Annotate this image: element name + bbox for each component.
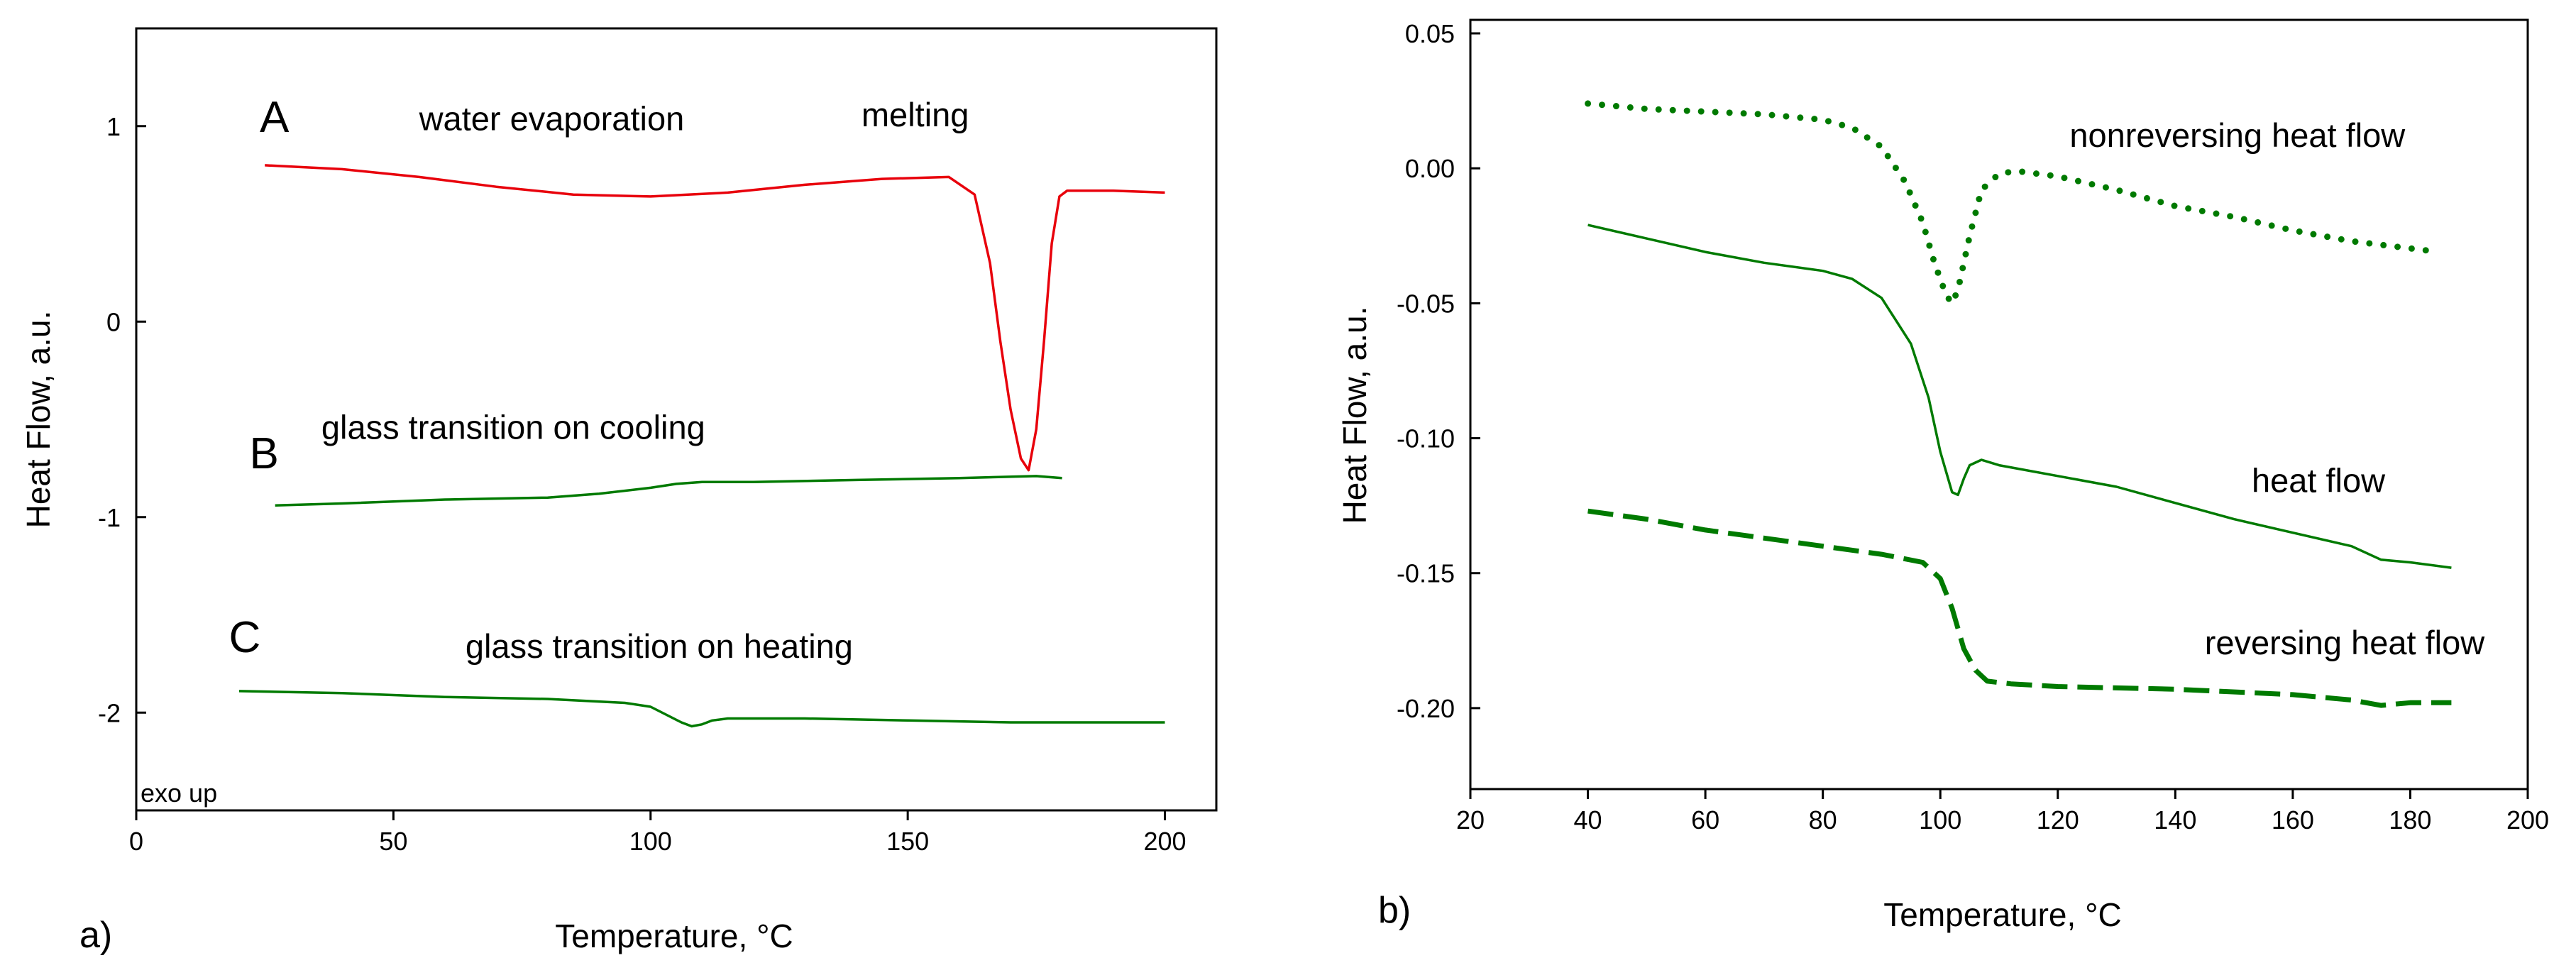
- x-tick-label: 60: [1691, 805, 1719, 834]
- x-tick-label: 50: [379, 827, 407, 856]
- x-tick-label: 180: [2389, 805, 2431, 834]
- curve-letter-label: A: [260, 93, 290, 142]
- x-axis-a: 0 50 100 150 200: [129, 810, 1187, 856]
- series-group-b: [1585, 100, 2452, 708]
- x-tick-label: 200: [1143, 827, 1186, 856]
- annotation-label: heat flow: [2252, 462, 2386, 500]
- y-tick-label: -1: [98, 503, 121, 532]
- x-tick-label: 20: [1456, 805, 1485, 834]
- x-axis-label-b: Temperature, °C: [1883, 896, 2121, 933]
- x-tick-label: 140: [2154, 805, 2196, 834]
- x-tick-label: 200: [2506, 805, 2549, 834]
- y-tick-label: 0: [106, 307, 121, 336]
- series-group-a: [238, 164, 1165, 728]
- panel-label-a: a): [79, 915, 112, 956]
- annotation-label: water evaporation: [419, 99, 685, 137]
- y-tick-label: 1: [106, 112, 121, 141]
- x-tick-label: 80: [1809, 805, 1837, 834]
- y-tick-label: -0.10: [1397, 424, 1455, 453]
- y-tick-label: 0.00: [1405, 154, 1455, 183]
- series-line-c: [238, 690, 1165, 728]
- x-tick-label: 40: [1574, 805, 1602, 834]
- x-tick-label: 100: [629, 827, 672, 856]
- curve-letter-label: C: [229, 613, 260, 662]
- y-axis-label-b: Heat Flow, a.u.: [1336, 307, 1373, 524]
- x-tick-label: 160: [2272, 805, 2314, 834]
- x-axis-label-a: Temperature, °C: [555, 918, 793, 954]
- y-axis-a: 1 0 -1 -2: [98, 112, 146, 727]
- series-line-reversing-heat-flow: [1587, 508, 2452, 708]
- y-tick-label: -0.20: [1397, 694, 1455, 723]
- x-tick-label: 100: [1919, 805, 1961, 834]
- y-axis-label-a: Heat Flow, a.u.: [20, 311, 57, 529]
- annotation-label: reversing heat flow: [2205, 624, 2486, 661]
- plot-area-b: [1469, 18, 2529, 791]
- exo-up-note: exo up: [141, 778, 217, 808]
- annotation-label: nonreversing heat flow: [2069, 116, 2406, 154]
- y-tick-label: -2: [98, 698, 121, 727]
- annotation-label: melting: [862, 96, 969, 133]
- series-line-a: [265, 164, 1165, 472]
- x-tick-label: 0: [129, 827, 143, 856]
- panel-b: 0.05 0.00 -0.05 -0.10 -0.15 -0.20 20 40 60 80 100…: [1336, 18, 2549, 933]
- annotations-b: nonreversing heat flow heat flow reversing…: [2069, 116, 2485, 661]
- panel-label-b: b): [1378, 890, 1411, 931]
- annotation-label: glass transition on cooling: [321, 409, 705, 446]
- y-tick-label: -0.15: [1397, 559, 1455, 588]
- y-tick-label: -0.05: [1397, 289, 1455, 318]
- y-axis-b: 0.05 0.00 -0.05 -0.10 -0.15 -0.20: [1397, 19, 1480, 723]
- annotation-label: glass transition on heating: [466, 627, 853, 665]
- x-axis-b: 20 40 60 80 100 120 140 160 180 200: [1456, 789, 2549, 834]
- x-tick-label: 150: [886, 827, 929, 856]
- curve-letter-label: B: [249, 429, 278, 478]
- series-line-b: [275, 475, 1062, 507]
- series-line-heat-flow: [1587, 224, 2452, 569]
- plot-area-a: [135, 27, 1218, 812]
- series-line-nonreversing-heat-flow: [1585, 100, 2443, 307]
- y-tick-label: 0.05: [1405, 19, 1455, 48]
- x-tick-label: 120: [2037, 805, 2079, 834]
